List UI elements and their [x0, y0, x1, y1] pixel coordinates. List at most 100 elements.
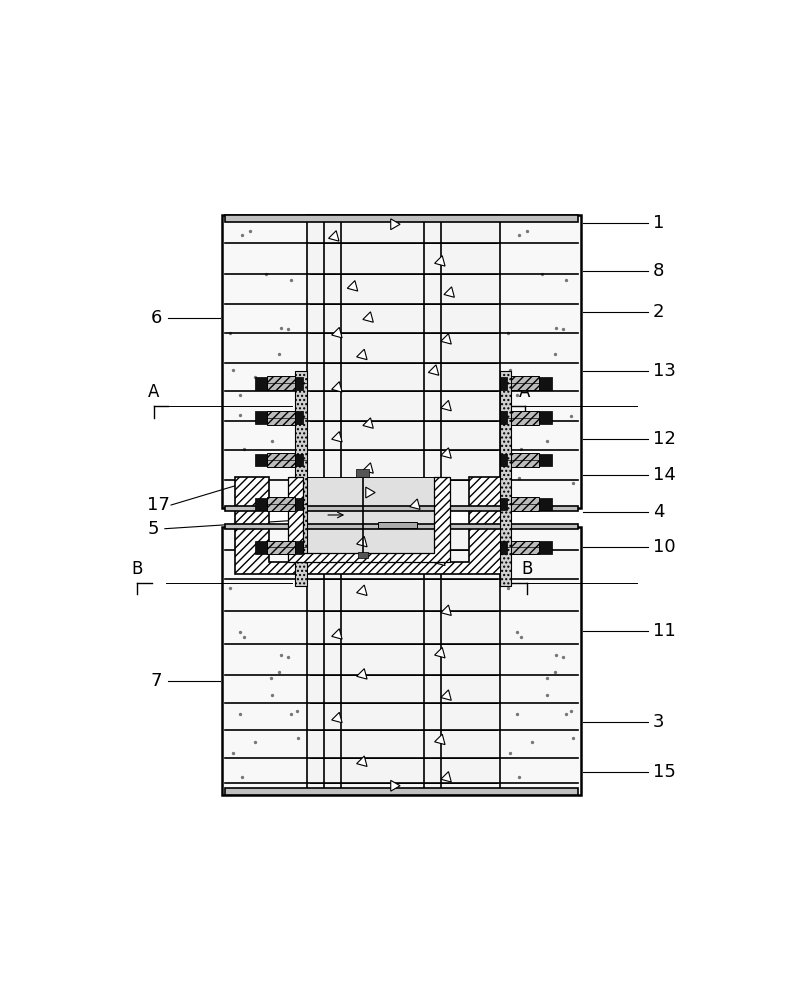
Point [233, 407, 246, 423]
Point [273, 346, 286, 362]
Point [329, 698, 342, 714]
Point [541, 670, 554, 686]
Point [526, 369, 539, 385]
Point [390, 779, 402, 795]
Text: 10: 10 [653, 538, 675, 556]
Bar [539, 541, 551, 554]
Point [510, 624, 523, 640]
Polygon shape [435, 647, 445, 658]
Bar [267, 453, 295, 467]
Polygon shape [357, 536, 367, 547]
Point [361, 217, 374, 233]
Point [249, 734, 262, 750]
Point [333, 455, 346, 471]
Point [452, 260, 465, 276]
Bar [222, 527, 581, 795]
Bar [511, 376, 539, 390]
Point [365, 344, 378, 360]
Point [431, 731, 444, 747]
Point [322, 628, 335, 644]
Polygon shape [357, 756, 367, 766]
Polygon shape [435, 256, 445, 266]
Point [265, 687, 278, 703]
Text: 4: 4 [653, 503, 664, 521]
Point [400, 370, 413, 386]
Point [356, 276, 369, 292]
Point [445, 572, 458, 588]
Polygon shape [328, 231, 339, 241]
Bar [378, 522, 417, 528]
Point [473, 275, 485, 291]
Bar [254, 454, 267, 466]
Point [415, 762, 428, 778]
Point [400, 655, 413, 671]
Point [364, 701, 377, 717]
Point [427, 594, 440, 610]
Text: 17: 17 [147, 496, 171, 514]
Bar [500, 498, 507, 510]
Text: 11: 11 [653, 622, 675, 640]
Point [349, 711, 361, 727]
Point [341, 751, 354, 767]
Point [233, 387, 246, 403]
Point [386, 467, 398, 483]
Point [361, 583, 374, 599]
Polygon shape [410, 499, 420, 509]
Point [448, 765, 461, 781]
Polygon shape [441, 772, 452, 782]
Point [401, 642, 414, 658]
Bar [357, 552, 368, 558]
Bar [295, 377, 303, 390]
Polygon shape [303, 477, 435, 553]
Point [343, 411, 356, 427]
Point [324, 397, 336, 413]
Point [526, 734, 539, 750]
Point [473, 734, 485, 750]
Polygon shape [363, 418, 374, 428]
Point [566, 730, 579, 746]
Point [316, 381, 329, 397]
Bar [307, 215, 500, 508]
Point [475, 402, 488, 418]
Point [414, 242, 427, 258]
Bar [500, 371, 511, 586]
Point [284, 272, 297, 288]
Bar [295, 454, 303, 466]
Point [548, 664, 561, 680]
Point [374, 730, 387, 746]
Point [336, 528, 349, 544]
Polygon shape [357, 669, 367, 679]
Point [341, 317, 354, 333]
Text: 15: 15 [653, 763, 675, 781]
Point [333, 554, 346, 570]
Point [550, 647, 563, 663]
Bar [254, 411, 267, 424]
Point [235, 769, 248, 785]
Point [316, 769, 329, 785]
Point [466, 334, 479, 350]
Point [226, 362, 239, 378]
Point [412, 584, 425, 600]
Point [361, 576, 374, 592]
Point [365, 584, 378, 600]
Bar [267, 541, 295, 554]
Bar [539, 498, 551, 510]
Point [541, 433, 554, 449]
Point [329, 313, 342, 329]
Point [557, 321, 570, 337]
Point [424, 352, 437, 368]
Point [275, 320, 287, 336]
Text: B: B [521, 560, 532, 578]
Point [431, 398, 444, 414]
Bar [511, 453, 539, 467]
Point [436, 533, 448, 549]
Point [502, 580, 514, 596]
Point [565, 408, 578, 424]
Polygon shape [390, 219, 400, 230]
Polygon shape [235, 477, 503, 574]
Point [361, 486, 374, 502]
Bar [267, 411, 295, 425]
Bar [222, 215, 581, 508]
Point [565, 703, 578, 719]
Polygon shape [332, 629, 342, 639]
